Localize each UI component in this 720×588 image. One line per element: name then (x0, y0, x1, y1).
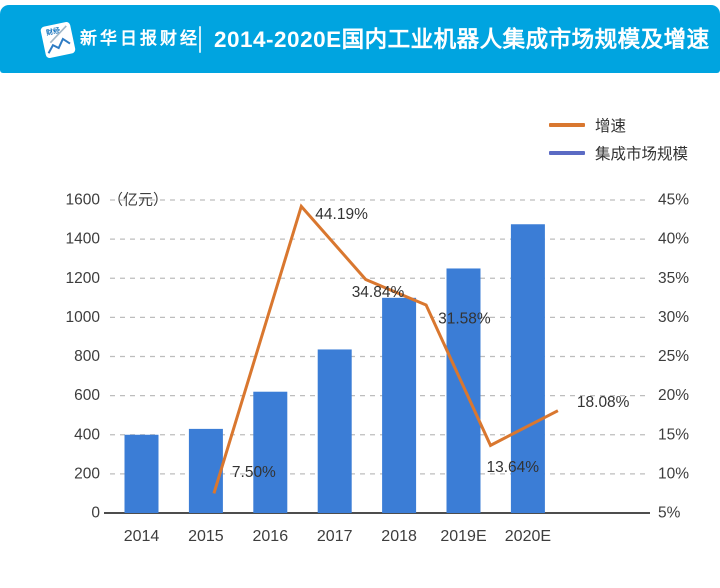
brand-name: 新华日报财经 (80, 29, 200, 48)
growth-label-2018: 31.58% (438, 311, 491, 328)
legend-line-swatch-growth (549, 123, 585, 127)
logo-trend-line (47, 37, 71, 54)
x-axis-label-2020E: 2020E (505, 528, 551, 545)
y-axis-left-tick-1400: 1400 (66, 231, 101, 248)
legend-label-growth: 增速 (595, 118, 627, 135)
y-axis-right-tick-35%: 35% (658, 270, 689, 287)
x-axis-label-2014: 2014 (124, 528, 160, 545)
y-axis-right-tick-45%: 45% (658, 192, 689, 209)
header-bar: 财经 新华日报财经 2014-2020E国内工业机器人集成市场规模及增速 (0, 5, 720, 73)
header-divider (199, 26, 201, 53)
bar-2018 (382, 297, 417, 513)
growth-label-2020E: 18.08% (577, 394, 630, 411)
x-axis-label-2016: 2016 (253, 528, 289, 545)
y-axis-left-tick-0: 0 (91, 505, 100, 522)
page-title: 2014-2020E国内工业机器人集成市场规模及增速 (214, 27, 710, 52)
y-axis-left-tick-1200: 1200 (66, 270, 101, 287)
y-axis-right-tick-15%: 15% (658, 426, 689, 443)
logo-badge-text: 财经 (44, 25, 61, 37)
legend: 增速 集成市场规模 (549, 115, 688, 171)
growth-label-2015: 7.50% (232, 464, 276, 481)
brand-logo-icon: 财经 (40, 21, 76, 59)
bar-2019E (446, 268, 481, 513)
y-axis-left-tick-400: 400 (74, 426, 100, 443)
bar-2015 (188, 428, 223, 513)
growth-label-2019E: 13.64% (487, 459, 540, 476)
y-axis-left-tick-200: 200 (74, 465, 100, 482)
x-axis-label-2018: 2018 (381, 528, 417, 545)
y-axis-left-tick-1000: 1000 (66, 309, 101, 326)
left-axis-unit-label: （亿元） (108, 192, 168, 209)
logo-pen-line (49, 25, 67, 44)
growth-label-2017: 34.84% (352, 284, 405, 301)
legend-label-market: 集成市场规模 (595, 146, 689, 163)
y-axis-right-tick-30%: 30% (658, 309, 689, 326)
growth-label-2016: 44.19% (315, 206, 368, 223)
bar-2016 (253, 391, 288, 513)
y-axis-right-tick-5%: 5% (658, 505, 681, 522)
y-axis-left-tick-600: 600 (74, 387, 100, 404)
y-axis-left-tick-800: 800 (74, 348, 100, 365)
x-axis-label-2019E: 2019E (440, 528, 486, 545)
legend-item-growth: 增速 (549, 115, 688, 135)
bar-2020E (510, 224, 545, 513)
y-axis-right-tick-20%: 20% (658, 387, 689, 404)
y-axis-left-tick-1600: 1600 (66, 192, 101, 209)
bar-2014 (124, 434, 159, 513)
y-axis-right-tick-40%: 40% (658, 231, 689, 248)
x-axis-label-2017: 2017 (317, 528, 353, 545)
logo-card (40, 21, 76, 59)
legend-item-market: 集成市场规模 (549, 143, 688, 163)
bar-2017 (317, 349, 352, 513)
y-axis-right-tick-25%: 25% (658, 348, 689, 365)
x-axis-label-2015: 2015 (188, 528, 224, 545)
growth-line (212, 203, 559, 494)
legend-line-swatch-market (549, 151, 585, 155)
y-axis-right-tick-10%: 10% (658, 465, 689, 482)
